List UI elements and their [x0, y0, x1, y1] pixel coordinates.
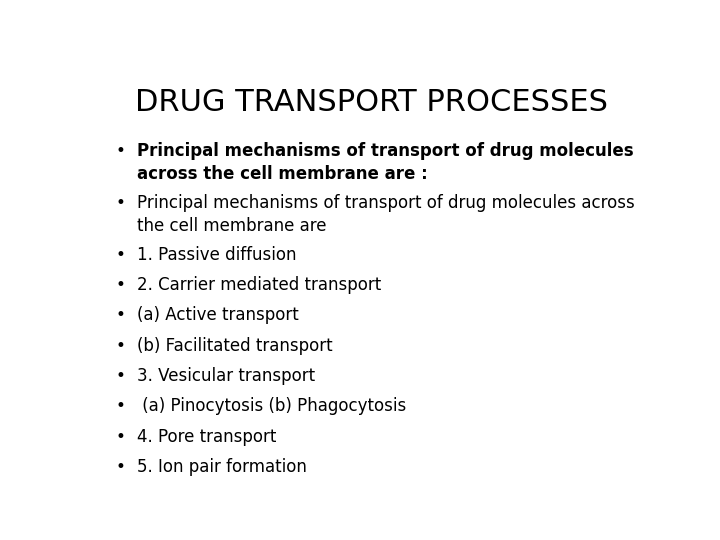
Text: (b) Facilitated transport: (b) Facilitated transport — [138, 337, 333, 355]
Text: 4. Pore transport: 4. Pore transport — [138, 428, 276, 446]
Text: •: • — [116, 246, 125, 264]
Text: •: • — [116, 397, 125, 415]
Text: (a) Active transport: (a) Active transport — [138, 306, 300, 325]
Text: Principal mechanisms of transport of drug molecules
across the cell membrane are: Principal mechanisms of transport of dru… — [138, 141, 634, 183]
Text: 1. Passive diffusion: 1. Passive diffusion — [138, 246, 297, 264]
Text: •: • — [116, 337, 125, 355]
Text: •: • — [116, 141, 125, 160]
Text: •: • — [116, 458, 125, 476]
Text: (a) Pinocytosis (b) Phagocytosis: (a) Pinocytosis (b) Phagocytosis — [138, 397, 407, 415]
Text: •: • — [116, 194, 125, 212]
Text: •: • — [116, 306, 125, 325]
Text: •: • — [116, 428, 125, 446]
Text: 5. Ion pair formation: 5. Ion pair formation — [138, 458, 307, 476]
Text: •: • — [116, 367, 125, 385]
Text: Principal mechanisms of transport of drug molecules across
the cell membrane are: Principal mechanisms of transport of dru… — [138, 194, 635, 234]
Text: 2. Carrier mediated transport: 2. Carrier mediated transport — [138, 276, 382, 294]
Text: •: • — [116, 276, 125, 294]
Text: DRUG TRANSPORT PROCESSES: DRUG TRANSPORT PROCESSES — [135, 87, 608, 117]
Text: 3. Vesicular transport: 3. Vesicular transport — [138, 367, 315, 385]
